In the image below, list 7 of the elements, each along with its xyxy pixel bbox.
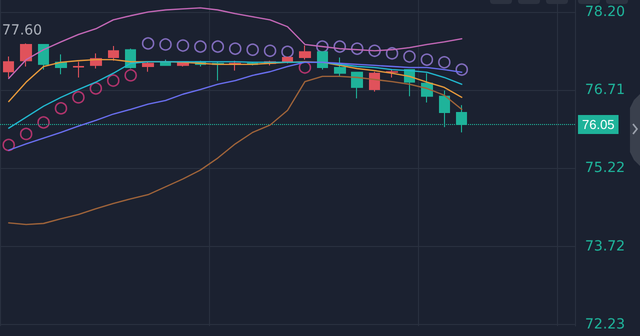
y-tick-label: 73.72: [585, 238, 626, 254]
y-tick-label: 76.71: [585, 82, 626, 98]
annotation: 77.60: [2, 22, 42, 38]
y-tick-label: 75.22: [585, 160, 626, 176]
ref-line-label: 76.05: [582, 117, 615, 132]
y-tick-label: 72.23: [585, 316, 626, 332]
y-tick-label: 78.20: [585, 4, 626, 20]
